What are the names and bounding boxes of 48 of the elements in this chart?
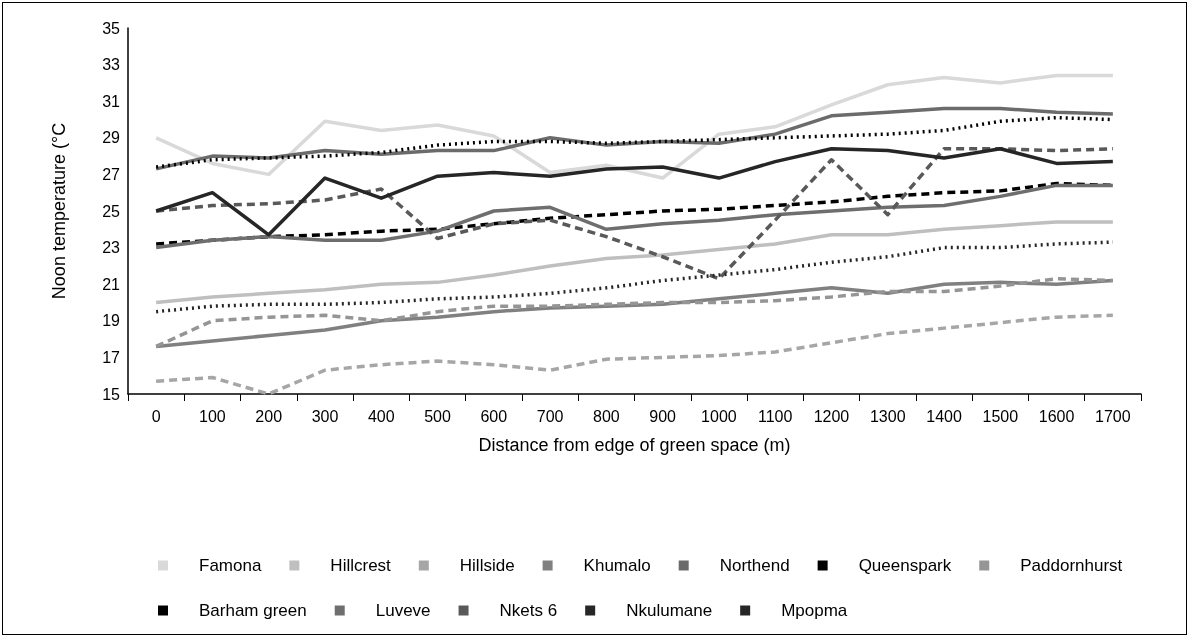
legend-label: Northend [719, 556, 790, 575]
x-tick-label: 1500 [982, 407, 1019, 425]
legend-label: Barham green [199, 601, 307, 620]
line-series [154, 147, 1115, 237]
legend-label: Mpopma [781, 601, 848, 620]
y-tick-label: 21 [102, 275, 121, 293]
y-tick-label: 23 [102, 239, 121, 257]
x-tick-label: 1600 [1038, 407, 1075, 425]
y-tick-label: 25 [102, 202, 121, 220]
line-series [154, 220, 1115, 305]
x-tick-label: 900 [649, 407, 677, 425]
x-tick-label: 0 [151, 407, 161, 425]
x-tick-label: 700 [536, 407, 564, 425]
x-tick-label: 500 [424, 407, 451, 425]
x-tick-label: 1700 [1095, 407, 1131, 425]
y-tick-label: 19 [102, 312, 121, 330]
line-series [154, 147, 1115, 281]
legend-label: Hillside [459, 556, 515, 575]
x-tick-label: 200 [255, 407, 283, 425]
legend-label: Famona [199, 556, 262, 575]
x-tick-label: 1100 [757, 407, 793, 425]
x-tick-label: 100 [199, 407, 226, 425]
x-tick-label: 400 [367, 407, 395, 425]
y-tick-label: 15 [102, 385, 121, 403]
x-tick-label: 300 [311, 407, 339, 425]
legend-label: Hillcrest [330, 556, 392, 575]
y-axis-title: Noon temperature (°C [49, 122, 69, 300]
x-tick-label: 1400 [926, 407, 962, 425]
x-tick-label: 800 [593, 407, 620, 425]
x-tick-label: 1200 [813, 407, 850, 425]
legend-label: Nkulumane [626, 601, 713, 620]
y-tick-label: 27 [102, 165, 121, 183]
y-tick-label: 29 [102, 129, 121, 147]
legend-label: Paddornhurst [1020, 556, 1123, 575]
x-tick-label: 600 [480, 407, 508, 425]
x-tick-label: 1000 [701, 407, 737, 425]
y-tick-label: 31 [102, 92, 121, 110]
line-series [154, 313, 1115, 396]
y-tick-label: 17 [102, 348, 121, 366]
line-series [154, 73, 1115, 180]
legend-label: Khumalo [583, 556, 651, 575]
x-tick-label: 1300 [869, 407, 906, 425]
y-tick-label: 35 [102, 19, 121, 37]
x-axis-title: Distance from edge of green space (m) [478, 435, 791, 455]
legend-label: Queenspark [858, 556, 952, 575]
y-tick-label: 33 [102, 56, 121, 74]
legend-label: Nkets 6 [499, 601, 558, 620]
legend-label: Luveve [375, 601, 431, 620]
